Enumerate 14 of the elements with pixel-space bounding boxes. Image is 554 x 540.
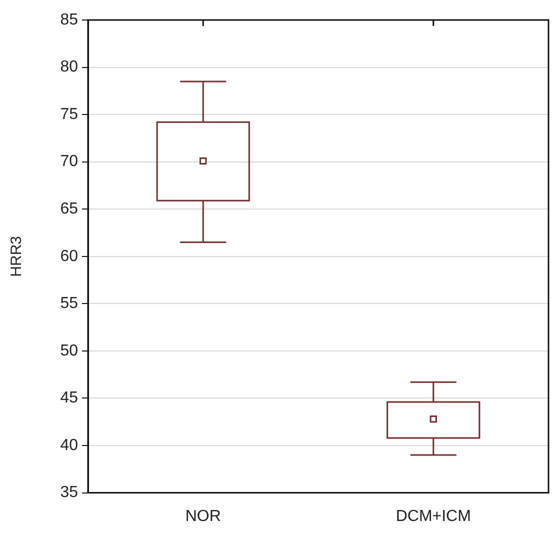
y-tick-label: 45 [60,390,78,407]
x-tick-label: DCM+ICM [396,508,471,525]
y-tick-label: 70 [60,153,78,170]
y-tick-label: 75 [60,106,78,123]
y-tick-label: 85 [60,11,78,28]
x-tick-label: NOR [185,508,221,525]
y-tick-label: 80 [60,58,78,76]
y-tick-label: 40 [60,436,78,454]
y-tick-label: 35 [60,484,78,502]
y-tick-label: 50 [60,342,78,360]
y-tick-label: 55 [60,295,78,312]
y-axis-title: HRR3 [8,236,26,277]
y-tick-label: 65 [60,200,78,218]
y-tick-label: 60 [60,248,78,265]
